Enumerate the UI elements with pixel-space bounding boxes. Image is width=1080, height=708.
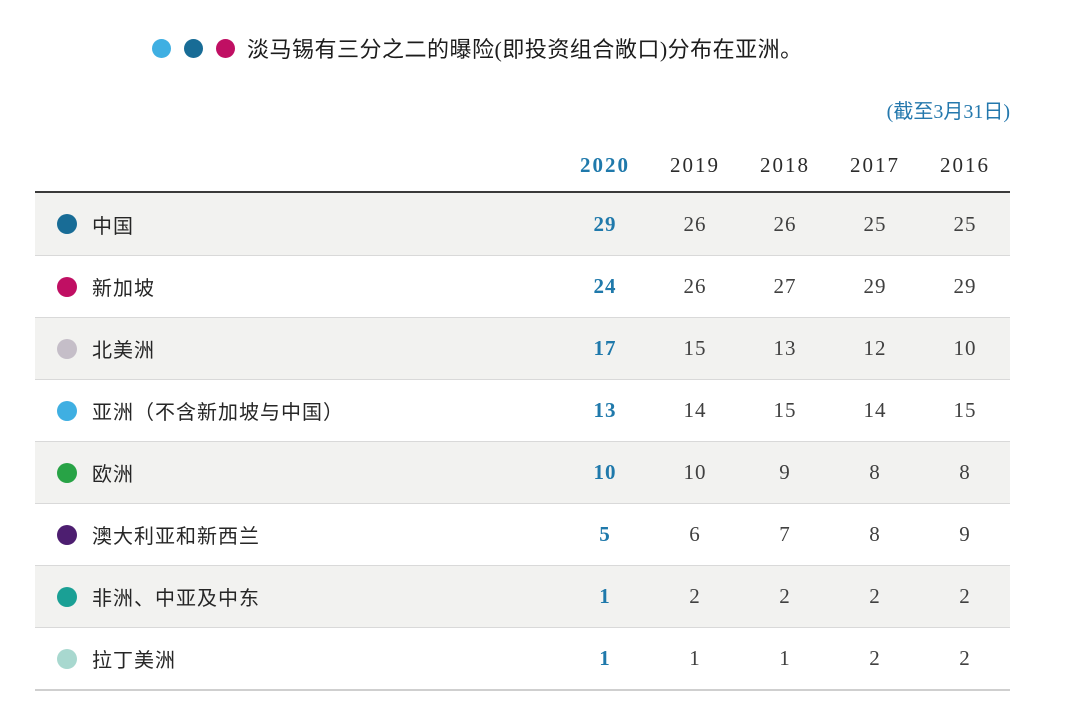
value-cell-2020: 29 (593, 211, 617, 236)
table-row: 中国 29 26 26 25 25 (35, 193, 1010, 255)
value-cell-2020: 1 (599, 584, 611, 608)
value-cell-2019: 14 (683, 398, 707, 422)
value-cell-2017: 25 (863, 211, 887, 236)
value-cell-2020: 10 (593, 460, 617, 484)
figure-title-text: 淡马锡有三分之二的曝险(即投资组合敞口)分布在亚洲。 (247, 37, 803, 62)
value-cell-2017: 29 (863, 274, 887, 298)
region-label: 澳大利亚和新西兰 (92, 526, 260, 548)
table-body: 中国 29 26 26 25 25 新加坡 24 26 27 29 29 北美洲 17 15 13 12 10 亚洲… (35, 193, 1010, 691)
value-cell-2016: 8 (959, 460, 971, 484)
exposure-table: 2020 2019 2018 2017 2016 中国 29 26 26 25 25 新加坡 24 26… (35, 119, 1010, 691)
value-cell-2020: 17 (593, 336, 617, 360)
value-cell-2018: 15 (773, 398, 797, 422)
region-label: 新加坡 (92, 278, 155, 300)
latin-america-dot (57, 648, 77, 669)
asia-legend-dot (152, 38, 171, 58)
china-dot (57, 214, 77, 234)
value-cell-2016: 10 (953, 336, 977, 360)
year-column-header-2017: 2017 (850, 153, 900, 177)
value-cell-2017: 8 (869, 460, 881, 484)
value-cell-2018: 9 (779, 460, 791, 484)
value-cell-2019: 26 (683, 274, 707, 298)
region-label: 亚洲（不含新加坡与中国） (92, 402, 344, 424)
australia-new-zealand-dot (57, 524, 77, 545)
year-header-row: 2020 2019 2018 2017 2016 (35, 119, 1010, 193)
region-label: 拉丁美洲 (92, 650, 176, 672)
table-row: 拉丁美洲 1 1 1 2 2 (35, 627, 1010, 689)
value-cell-2017: 2 (869, 584, 881, 608)
europe-dot (57, 462, 77, 483)
value-cell-2016: 2 (959, 646, 971, 670)
value-cell-2016: 25 (953, 211, 977, 236)
table-row: 非洲、中亚及中东 1 2 2 2 2 (35, 565, 1010, 627)
year-column-header-2020: 2020 (580, 153, 630, 177)
region-cell: 中国 (35, 210, 560, 239)
value-cell-2019: 10 (683, 460, 707, 484)
table-row: 澳大利亚和新西兰 5 6 7 8 9 (35, 503, 1010, 565)
value-cell-2017: 8 (869, 522, 881, 546)
value-cell-2020: 13 (593, 398, 617, 422)
region-label: 欧洲 (92, 464, 134, 486)
value-cell-2019: 6 (689, 522, 701, 546)
region-cell: 非洲、中亚及中东 (35, 582, 560, 611)
table-row: 北美洲 17 15 13 12 10 (35, 317, 1010, 379)
africa-central-asia-middle-east-dot (57, 586, 77, 607)
value-cell-2018: 13 (773, 336, 797, 360)
as-of-date-note: (截至3月31日) (886, 101, 1010, 123)
asia-ex-singapore-china-dot (57, 400, 77, 421)
value-cell-2018: 7 (779, 522, 791, 546)
value-cell-2016: 9 (959, 522, 971, 546)
value-cell-2019: 26 (683, 211, 707, 236)
china-legend-dot (184, 38, 203, 58)
region-label: 北美洲 (92, 340, 155, 362)
value-cell-2018: 26 (773, 211, 797, 236)
north-america-dot (57, 338, 77, 359)
region-cell: 拉丁美洲 (35, 644, 560, 673)
region-cell: 亚洲（不含新加坡与中国） (35, 396, 560, 425)
year-column-header-2016: 2016 (940, 153, 990, 177)
value-cell-2018: 2 (779, 584, 791, 608)
value-cell-2016: 29 (953, 274, 977, 298)
value-cell-2016: 15 (953, 398, 977, 422)
figure-title-row: 淡马锡有三分之二的曝险(即投资组合敞口)分布在亚洲。 (152, 35, 1080, 62)
region-cell: 欧洲 (35, 458, 560, 487)
value-cell-2019: 15 (683, 336, 707, 360)
value-cell-2019: 2 (689, 584, 701, 608)
year-header-cells: 2020 2019 2018 2017 2016 (560, 153, 1010, 178)
region-cell: 澳大利亚和新西兰 (35, 520, 560, 549)
value-cell-2016: 2 (959, 584, 971, 608)
value-cell-2020: 24 (593, 274, 617, 298)
table-row: 新加坡 24 26 27 29 29 (35, 255, 1010, 317)
value-cell-2020: 1 (599, 646, 611, 670)
table-row: 欧洲 10 10 9 8 8 (35, 441, 1010, 503)
value-cell-2018: 27 (773, 274, 797, 298)
year-column-header-2018: 2018 (760, 153, 810, 177)
region-label: 中国 (92, 215, 134, 238)
year-column-header-2019: 2019 (670, 153, 720, 177)
region-cell: 北美洲 (35, 334, 560, 363)
value-cell-2017: 12 (863, 336, 887, 360)
region-cell: 新加坡 (35, 272, 560, 301)
table-row: 亚洲（不含新加坡与中国） 13 14 15 14 15 (35, 379, 1010, 441)
value-cell-2017: 14 (863, 398, 887, 422)
value-cell-2020: 5 (599, 522, 611, 546)
region-label: 非洲、中亚及中东 (92, 588, 260, 610)
singapore-dot (57, 276, 77, 297)
title-dots (152, 38, 235, 58)
value-cell-2019: 1 (689, 646, 701, 670)
singapore-legend-dot (216, 38, 235, 58)
value-cell-2018: 1 (779, 646, 791, 670)
value-cell-2017: 2 (869, 646, 881, 670)
